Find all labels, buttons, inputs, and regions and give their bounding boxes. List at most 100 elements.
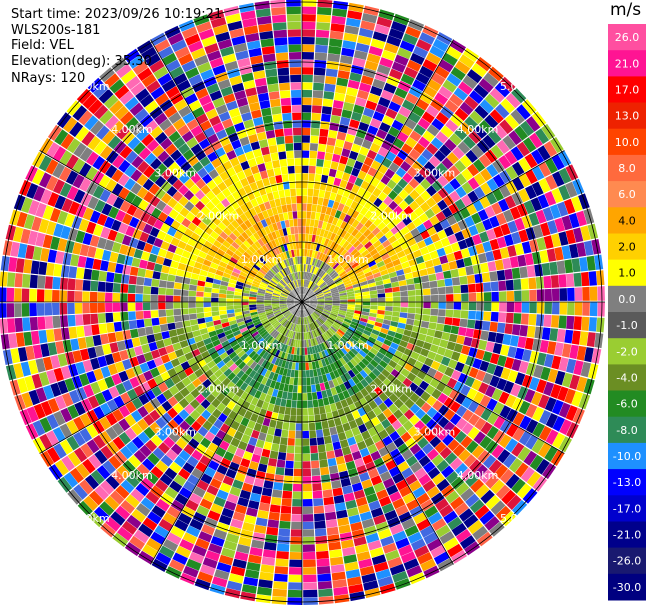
gate-cell	[272, 305, 280, 309]
gate-cell	[185, 67, 200, 79]
gate-cell	[141, 133, 155, 147]
gate-cell	[378, 402, 388, 412]
gate-cell	[321, 245, 327, 254]
gate-cell	[244, 514, 257, 525]
gate-cell	[420, 321, 430, 329]
gate-cell	[323, 214, 330, 223]
gate-cell	[280, 513, 291, 522]
gate-cell	[417, 354, 427, 364]
gate-cell	[116, 465, 131, 479]
gate-cell	[232, 511, 246, 522]
gate-cell	[467, 190, 479, 203]
gate-cell	[285, 196, 292, 205]
gate-cell	[231, 139, 242, 150]
gate-cell	[439, 446, 452, 459]
gate-cell	[136, 503, 151, 517]
gate-cell	[112, 351, 122, 363]
gate-cell	[204, 43, 219, 55]
gate-cell	[384, 168, 395, 179]
gate-cell	[256, 295, 265, 298]
gate-cell	[344, 25, 360, 35]
gate-cell	[293, 142, 302, 151]
gate-cell	[379, 583, 396, 595]
gate-cell	[173, 73, 188, 86]
gate-cell	[531, 438, 545, 454]
gate-cell	[558, 436, 572, 453]
gate-cell	[532, 338, 542, 352]
gate-cell	[157, 248, 168, 258]
gate-cell	[328, 395, 335, 405]
gate-cell	[278, 75, 290, 84]
gate-cell	[243, 576, 259, 587]
gate-cell	[238, 536, 252, 547]
gate-cell	[293, 289, 298, 296]
gate-cell	[336, 281, 344, 287]
gate-cell	[509, 206, 521, 220]
gate-cell	[196, 312, 205, 319]
gate-cell	[290, 291, 297, 297]
gate-cell	[317, 269, 323, 277]
gate-cell	[143, 277, 152, 287]
gate-cell	[37, 275, 46, 289]
gate-cell	[253, 172, 262, 182]
colorbar-tick-label: -13.0	[613, 476, 641, 489]
gate-cell	[275, 341, 282, 350]
gate-cell	[256, 273, 264, 280]
gate-cell	[237, 440, 248, 451]
gate-cell	[286, 284, 293, 291]
gate-cell	[218, 306, 227, 311]
gate-cell	[412, 486, 426, 499]
gate-cell	[184, 201, 195, 212]
gate-cell	[505, 165, 518, 180]
gate-cell	[237, 497, 249, 507]
gate-cell	[483, 302, 492, 312]
gate-cell	[264, 305, 272, 308]
gate-cell	[333, 322, 341, 329]
gate-cell	[288, 305, 295, 309]
gate-cell	[42, 205, 54, 220]
gate-cell	[407, 357, 417, 366]
gate-cell	[296, 309, 300, 317]
gate-cell	[118, 418, 131, 432]
gate-cell	[286, 453, 295, 461]
gate-cell	[156, 393, 167, 405]
gate-cell	[142, 178, 155, 191]
gate-cell	[248, 369, 257, 379]
gate-cell	[361, 264, 370, 271]
gate-cell	[318, 270, 325, 278]
gate-cell	[280, 220, 286, 229]
gate-cell	[146, 334, 156, 344]
gate-cell	[72, 174, 85, 189]
gate-cell	[273, 404, 280, 414]
gate-cell	[180, 234, 190, 244]
colorbar-swatch	[608, 469, 646, 496]
gate-cell	[285, 337, 291, 346]
gate-cell	[578, 393, 591, 410]
gate-cell	[153, 219, 164, 230]
gate-cell	[142, 544, 158, 558]
gate-cell	[313, 337, 319, 346]
gate-cell	[450, 113, 464, 127]
gate-cell	[264, 361, 271, 370]
gate-cell	[409, 130, 422, 142]
gate-cell	[413, 345, 423, 354]
gate-cell	[287, 304, 295, 308]
gate-cell	[266, 288, 274, 293]
gate-cell	[415, 339, 425, 348]
gate-cell	[392, 155, 404, 167]
gate-cell	[140, 477, 154, 491]
gate-cell	[473, 186, 486, 199]
gate-cell	[545, 429, 559, 445]
gate-cell	[178, 196, 189, 207]
gate-cell	[321, 358, 327, 367]
gate-cell	[377, 297, 386, 302]
gate-cell	[409, 189, 420, 200]
gate-cell	[236, 197, 245, 207]
gate-cell	[367, 278, 376, 284]
gate-cell	[306, 256, 309, 265]
gate-cell	[326, 257, 333, 265]
gate-cell	[401, 467, 414, 479]
gate-cell	[381, 453, 393, 464]
gate-cell	[288, 52, 301, 60]
gate-cell	[278, 189, 285, 198]
